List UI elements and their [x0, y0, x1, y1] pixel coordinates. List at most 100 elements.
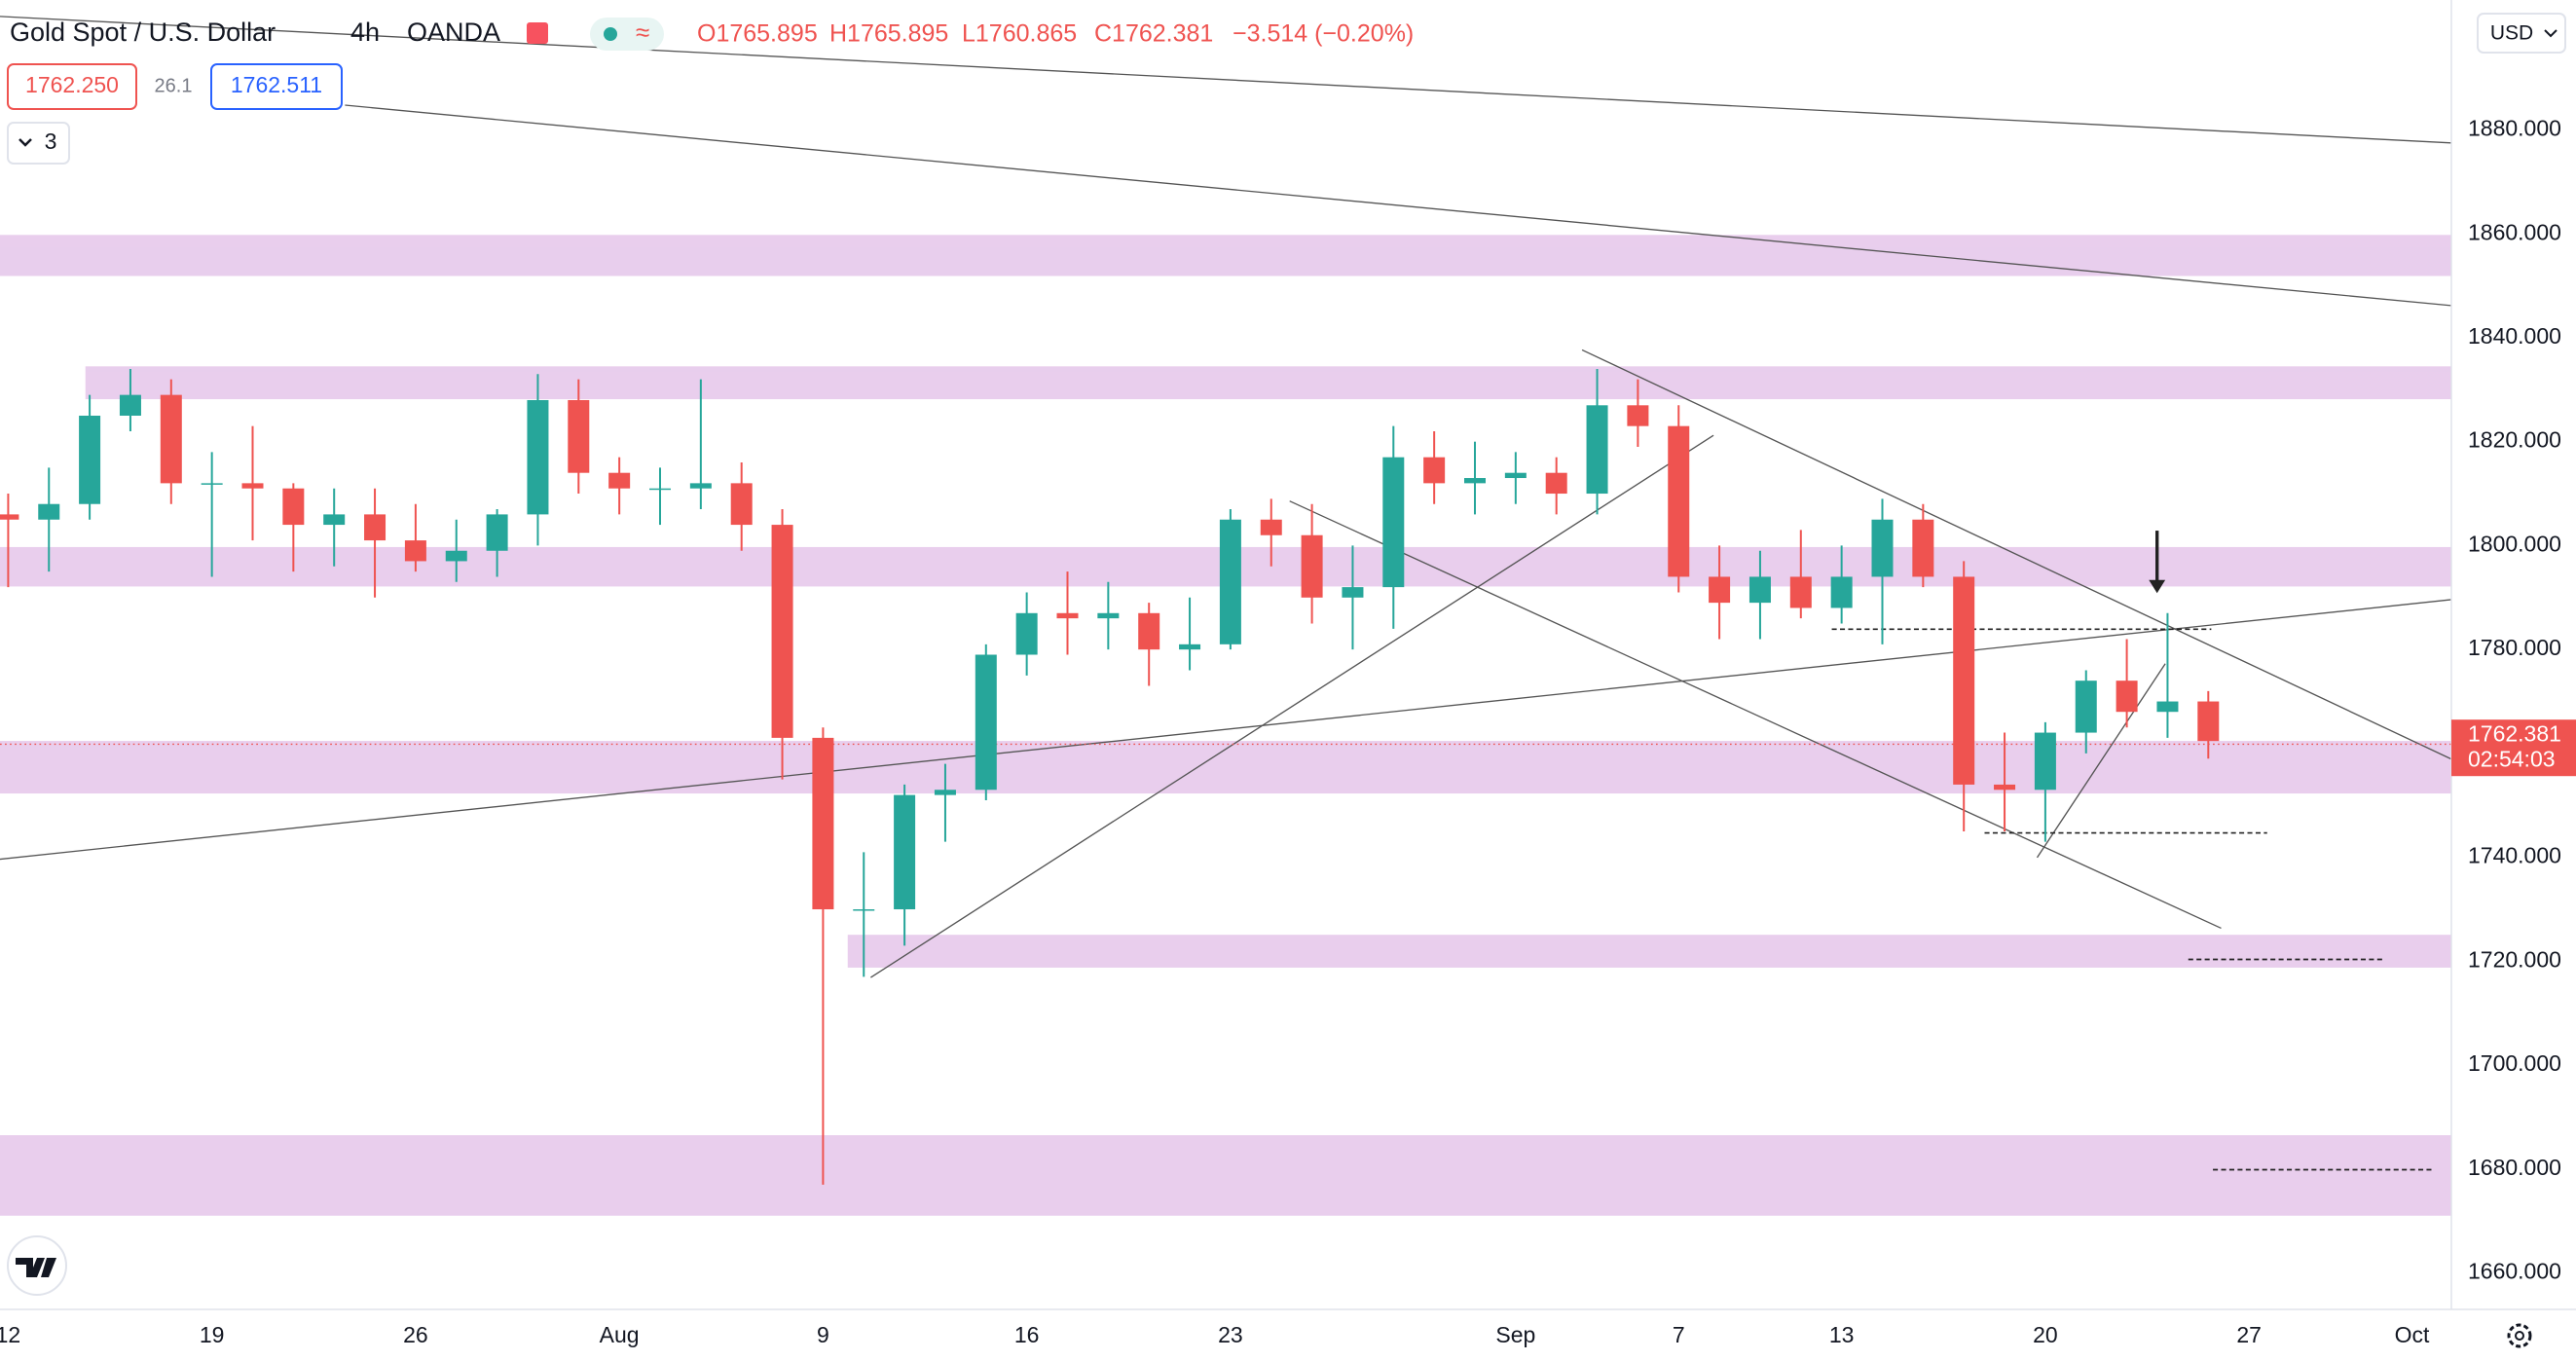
candle-body	[1179, 644, 1201, 650]
exchange: OANDA	[407, 18, 500, 47]
y-tick-label: 1700.000	[2468, 1050, 2561, 1076]
candle-body	[241, 483, 264, 489]
bid: 1762.250	[25, 72, 119, 97]
dashed-levels	[1831, 628, 2432, 1171]
x-tick-label: 19	[200, 1322, 225, 1347]
settings-icon[interactable]	[2507, 1323, 2532, 1348]
currency: USD	[2490, 22, 2533, 45]
sell-button[interactable]	[7, 63, 137, 110]
y-tick-label: 1880.000	[2468, 116, 2561, 141]
candle-body	[1382, 457, 1405, 588]
candle-body	[1871, 519, 1894, 577]
axes: 1660.000 1680.000 1700.000 1720.000 1740.000…	[0, 116, 2576, 1347]
x-tick-label: 13	[1829, 1322, 1855, 1347]
candle-body	[1342, 587, 1364, 598]
candle-body	[2156, 701, 2179, 713]
ohlc-close: C1762.381	[1094, 20, 1213, 48]
status-pill[interactable]	[590, 18, 664, 51]
candle-body	[1789, 576, 1812, 608]
candle-body	[894, 794, 916, 910]
x-tick-label: 26	[403, 1322, 428, 1347]
candle-body	[934, 790, 956, 795]
x-tick-label: 27	[2236, 1322, 2262, 1347]
currency-button[interactable]	[2477, 13, 2566, 54]
candle-body	[1464, 478, 1486, 484]
time-axis	[0, 1309, 2576, 1361]
trend-line	[0, 599, 2451, 861]
trend-line	[870, 434, 1714, 978]
indicators-toggle[interactable]	[7, 122, 70, 165]
candle-body	[2034, 732, 2056, 791]
logo	[7, 1235, 67, 1296]
candle-body	[1015, 612, 1038, 655]
candle-body	[730, 483, 753, 526]
y-tick-label: 1660.000	[2468, 1259, 2561, 1284]
candle-body	[1260, 519, 1282, 535]
zone	[0, 1135, 2451, 1216]
arrow	[2149, 531, 2166, 594]
candle-body	[1423, 457, 1446, 484]
candle-body	[1301, 534, 1323, 598]
settings	[2507, 1323, 2532, 1348]
candle-body	[1097, 612, 1120, 619]
x-tick-label: 20	[2033, 1322, 2058, 1347]
candle-body	[1953, 576, 1975, 785]
ohlc-high: H1765.895	[829, 20, 948, 48]
candle-body	[445, 550, 467, 562]
candle-body	[1627, 405, 1649, 426]
candle-body	[608, 472, 631, 489]
y-tick-label: 1860.000	[2468, 219, 2561, 244]
countdown: 02:54:03	[2468, 746, 2556, 771]
candle-body	[527, 399, 549, 515]
candle-body	[2075, 680, 2097, 733]
candle-body	[1668, 425, 1690, 577]
y-tick-label: 1780.000	[2468, 635, 2561, 660]
x-tick-label: Oct	[2395, 1322, 2430, 1347]
ohlc-change: −3.514 (−0.20%)	[1233, 20, 1414, 48]
candle-body	[1912, 519, 1934, 577]
trend-line	[1289, 500, 2222, 930]
y-tick-label: 1840.000	[2468, 323, 2561, 349]
trend-line	[2036, 663, 2166, 859]
flag-icon[interactable]	[527, 22, 548, 44]
zone	[85, 366, 2451, 400]
candle-body	[364, 514, 386, 541]
candle-body	[1830, 576, 1853, 608]
candle-body	[404, 540, 426, 562]
candle-body	[812, 737, 834, 910]
last-price-label: 1762.381	[2468, 720, 2561, 746]
status-icon: ≈	[636, 18, 649, 47]
candle-body	[1138, 612, 1160, 650]
y-tick-label: 1820.000	[2468, 427, 2561, 453]
candle-body	[282, 488, 305, 526]
settings-center	[2515, 1331, 2524, 1341]
candle-body	[1994, 784, 2016, 791]
x-tick-label: Aug	[600, 1322, 640, 1347]
candle-body	[160, 394, 182, 484]
y-tick-label: 1680.000	[2468, 1155, 2561, 1180]
buy-button[interactable]	[210, 63, 343, 110]
spread: 26.1	[155, 75, 193, 96]
trend-line	[1581, 349, 2452, 760]
candle-body	[1586, 405, 1608, 495]
x-tick-label: Sep	[1495, 1322, 1535, 1347]
candle-body	[79, 415, 101, 504]
y-tick-label: 1800.000	[2468, 531, 2561, 556]
candle-body	[119, 394, 141, 416]
status-dot	[604, 27, 617, 41]
candle-body	[689, 483, 712, 489]
zone	[847, 935, 2451, 968]
candle-body	[1504, 472, 1527, 479]
last-price-box	[2451, 719, 2576, 777]
candle-body	[2116, 680, 2138, 713]
candles	[0, 368, 2220, 1185]
interval: 4h	[350, 18, 380, 47]
x-tick-label: 23	[1218, 1322, 1243, 1347]
candle-body	[38, 503, 60, 520]
chevron	[18, 138, 32, 147]
candle-body	[1056, 612, 1079, 619]
candle-body	[486, 514, 508, 551]
